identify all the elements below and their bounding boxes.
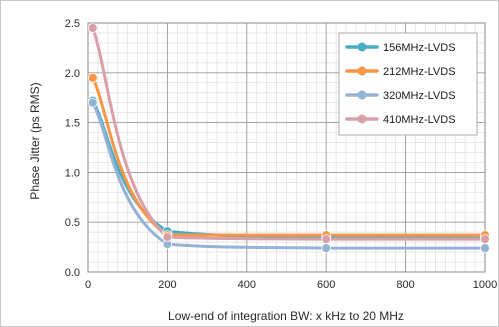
data-point [321, 234, 332, 245]
x-tick-label: 800 [396, 279, 414, 291]
axis-layer: 0 200 400 600 800 1000 0.0 0.5 1.0 1.5 2.0 2.5 [65, 18, 498, 291]
legend-swatch-marker [357, 66, 367, 76]
x-axis-title: Low-end of integration BW: x kHz to 20 M… [168, 309, 404, 323]
y-tick-label: 2.0 [65, 68, 80, 80]
legend-label: 212MHz-LVDS [383, 66, 456, 78]
x-tick-label: 600 [317, 279, 335, 291]
legend-label: 156MHz-LVDS [383, 42, 456, 54]
data-point [480, 234, 490, 245]
x-tick-label: 200 [158, 279, 176, 291]
y-tick-label: 0.5 [65, 217, 80, 229]
y-tick-label: 2.5 [65, 18, 80, 30]
x-tick-label: 1000 [473, 279, 497, 291]
y-tick-label: 1.5 [65, 118, 80, 130]
legend-swatch-marker [357, 90, 367, 100]
series-line-3 [91, 101, 487, 250]
legend-swatch-marker [357, 114, 367, 124]
data-point [162, 232, 173, 243]
data-point [321, 243, 332, 253]
data-point [480, 243, 490, 253]
legend-label: 410MHz-LVDS [383, 114, 456, 126]
y-tick-label: 1.0 [65, 167, 80, 179]
plot-border [87, 22, 486, 273]
series-line-4 [91, 26, 487, 241]
legend-swatch-marker [357, 42, 367, 52]
x-tick-label: 400 [238, 279, 256, 291]
legend: 156MHz-LVDS 212MHz-LVDS 320MHz-LVDS 410MHz-… [338, 32, 478, 136]
y-axis-title: Phase Jitter (ps RMS) [28, 82, 42, 199]
y-tick-label: 0.0 [65, 267, 80, 279]
data-point [87, 23, 98, 33]
x-tick-label: 0 [85, 279, 91, 291]
data-point [87, 72, 98, 83]
data-point [87, 97, 98, 108]
series-layer [87, 23, 490, 253]
legend-label: 320MHz-LVDS [383, 90, 456, 102]
series-line-2 [91, 76, 487, 237]
